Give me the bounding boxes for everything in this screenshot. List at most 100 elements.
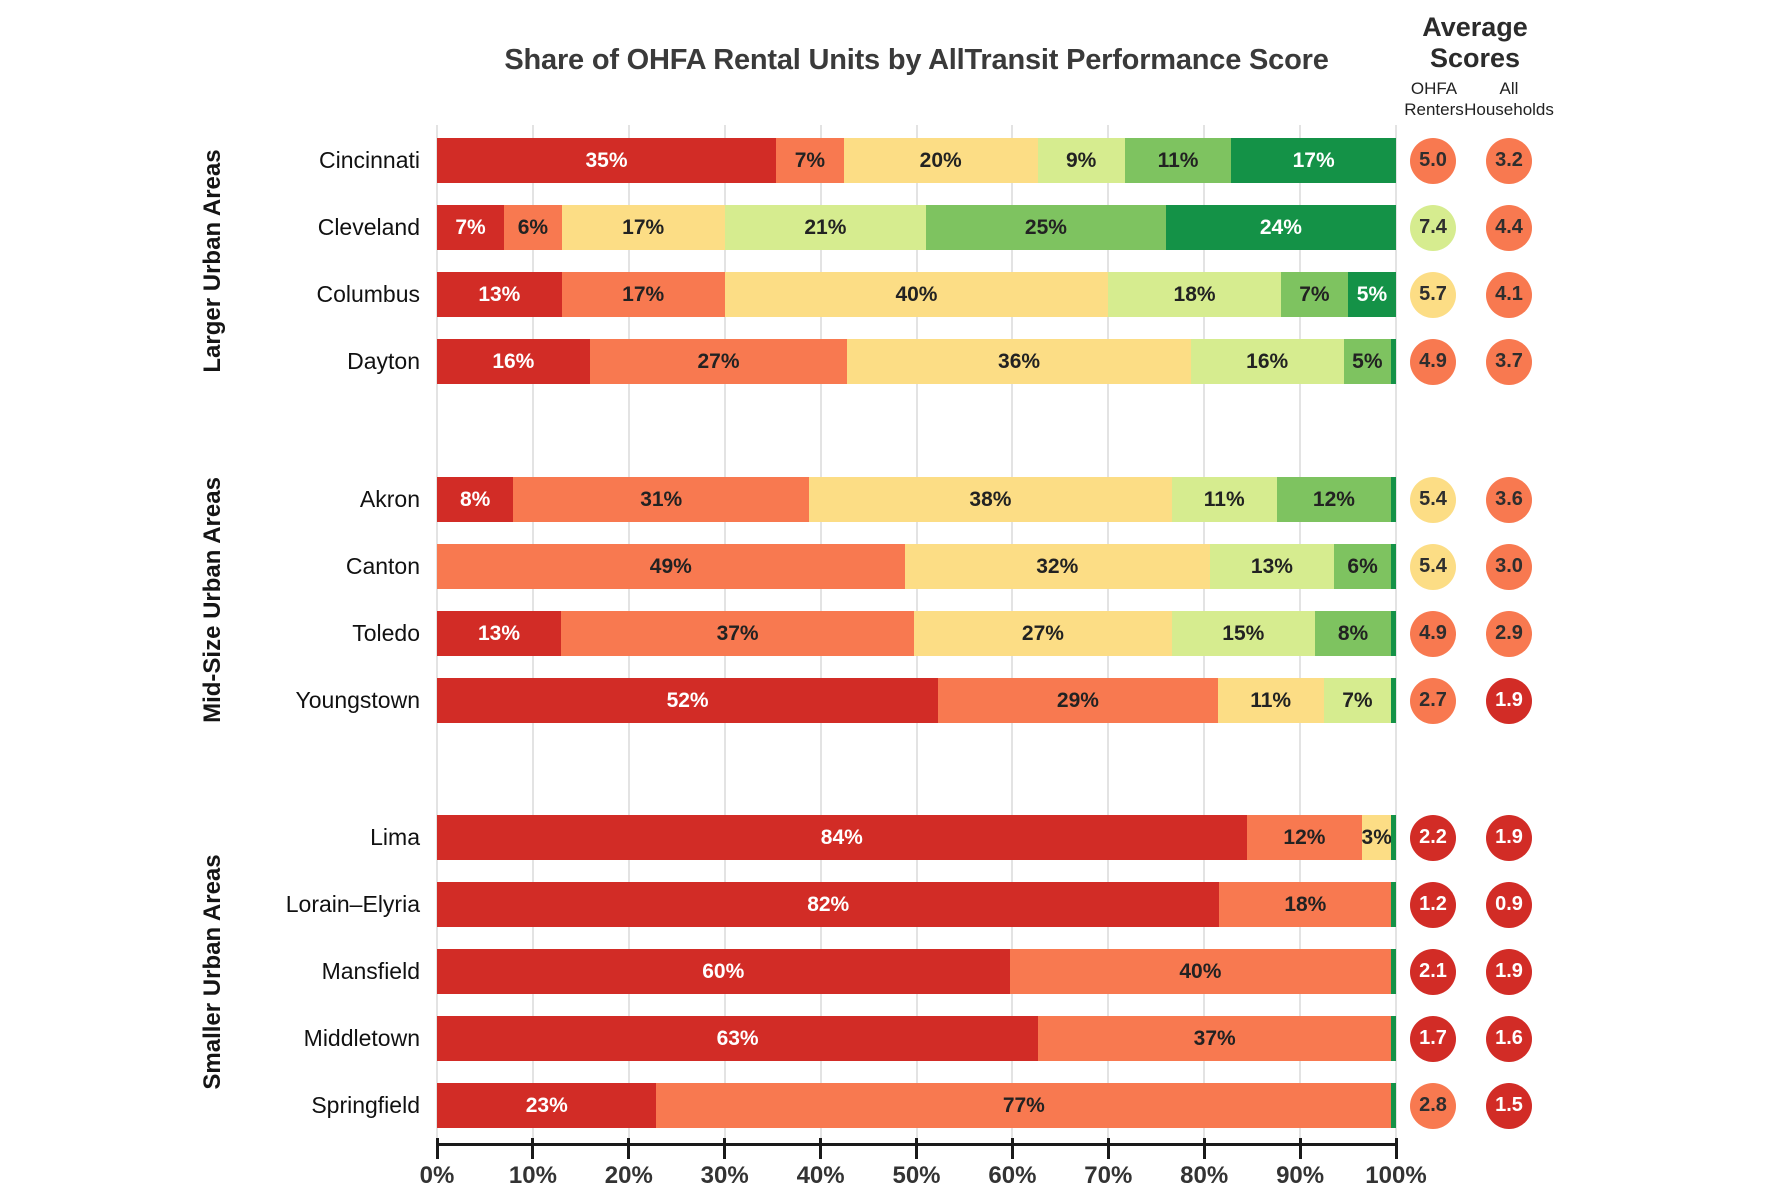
city-label-springfield: Springfield [311, 1092, 420, 1118]
axis-tick-label: 30% [700, 1162, 749, 1189]
bar-segment-orange: 12% [1246, 815, 1363, 860]
city-label-canton: Canton [345, 553, 420, 579]
avg-score-households-cincinnati: 3.2 [1486, 137, 1532, 184]
bar-segment-label: 27% [1021, 621, 1064, 645]
city-label-dayton: Dayton [347, 348, 420, 374]
bar-middletown: 63% 37% [437, 1016, 1396, 1061]
bar-akron: 8% 31% 38% 11% 12% [437, 477, 1396, 522]
bar-segment-yellow: 38% [809, 477, 1172, 522]
bar-segment-label: 8% [1337, 621, 1369, 645]
avg-score-renters-akron: 5.4 [1410, 476, 1456, 523]
bar-segment-label: 16% [492, 349, 535, 373]
bar-segment-label: 84% [820, 825, 863, 849]
bar-segment-label: 63% [716, 1026, 759, 1050]
bar-segment-darkgreen [1391, 678, 1396, 723]
bar-segment-label: 11% [1203, 487, 1245, 511]
bar-segment-orange: 29% [938, 678, 1218, 723]
axis-tick [1202, 1138, 1206, 1159]
axis-tick-label: 40% [796, 1162, 845, 1189]
avg-score-renters-dayton: 4.9 [1410, 338, 1456, 385]
bar-segment-medgreen: 11% [1124, 138, 1232, 183]
bar-segment-orange: 49% [437, 544, 905, 589]
bar-segment-yellow: 11% [1217, 678, 1324, 723]
bar-segment-label: 7% [1342, 688, 1373, 712]
bar-segment-darkgreen [1391, 1083, 1396, 1128]
bar-canton: 49% 32% 13% 6% [437, 544, 1396, 589]
avg-score-households-lima: 1.9 [1486, 814, 1532, 861]
bar-segment-label: 18% [1284, 892, 1327, 916]
avg-score-households-middletown: 1.6 [1486, 1015, 1532, 1062]
axis-tick-label: 0% [419, 1162, 455, 1189]
bar-segment-label: 29% [1056, 688, 1099, 712]
bar-segment-label: 11% [1250, 688, 1292, 712]
bar-segment-label: 40% [895, 282, 938, 306]
avg-score-renters-columbus: 5.7 [1410, 271, 1456, 318]
city-label-cleveland: Cleveland [317, 214, 420, 240]
axis-tick [1010, 1138, 1014, 1159]
axis-tick-label: 50% [892, 1162, 941, 1189]
gridline [1395, 125, 1397, 1143]
bar-segment-label: 36% [998, 349, 1041, 373]
bar-segment-label: 32% [1036, 554, 1079, 578]
bar-segment-label: 17% [622, 282, 665, 306]
city-label-cincinnati: Cincinnati [319, 147, 420, 173]
bar-segment-orange: 7% [776, 138, 844, 183]
bar-segment-label: 17% [1292, 148, 1335, 172]
bar-segment-red: 35% [437, 138, 777, 183]
bar-segment-label: 8% [459, 487, 491, 511]
bar-segment-orange: 37% [561, 611, 915, 656]
bar-segment-lightgreen: 18% [1108, 272, 1281, 317]
bar-segment-lightgreen: 9% [1037, 138, 1125, 183]
bar-segment-lightgreen: 21% [724, 205, 927, 250]
bar-segment-darkgreen [1391, 949, 1396, 994]
bar-segment-lightgreen: 11% [1171, 477, 1277, 522]
bar-youngstown: 52% 29% 11% 7% [437, 678, 1396, 723]
axis-tick [915, 1138, 918, 1159]
bar-lorain-elyria: 82% 18% [437, 882, 1396, 927]
city-label-toledo: Toledo [352, 620, 420, 646]
avg-col-label-ohfa-renters: OHFA Renters [1404, 79, 1464, 120]
bar-segment-orange: 77% [656, 1083, 1392, 1128]
avg-score-households-canton: 3.0 [1486, 543, 1532, 590]
bar-segment-label: 7% [455, 215, 486, 239]
avg-col-label-all-households: All Households [1464, 79, 1554, 120]
bar-segment-yellow: 40% [724, 272, 1109, 317]
city-label-youngstown: Youngstown [295, 687, 420, 713]
avg-score-households-youngstown: 1.9 [1486, 677, 1532, 724]
bar-segment-label: 12% [1312, 487, 1355, 511]
bar-segment-red: 52% [437, 678, 939, 723]
bar-segment-label: 77% [1002, 1093, 1045, 1117]
bar-segment-medgreen: 6% [1333, 544, 1392, 589]
bar-segment-orange: 31% [513, 477, 810, 522]
bar-segment-red: 63% [437, 1016, 1039, 1061]
bar-segment-darkgreen: 5% [1348, 272, 1396, 317]
bar-toledo: 13% 37% 27% 15% 8% [437, 611, 1396, 656]
bar-segment-label: 49% [649, 554, 692, 578]
bar-segment-orange: 37% [1038, 1016, 1392, 1061]
avg-score-renters-mansfield: 2.1 [1410, 948, 1456, 995]
axis-tick [435, 1138, 439, 1159]
bar-segment-label: 15% [1222, 621, 1265, 645]
axis-tick [627, 1138, 631, 1159]
bar-segment-label: 7% [794, 148, 826, 172]
axis-tick-label: 70% [1084, 1162, 1133, 1189]
bar-segment-label: 37% [1193, 1026, 1236, 1050]
axis-tick [723, 1138, 727, 1159]
bar-segment-red: 60% [437, 949, 1010, 994]
avg-score-households-lorain-elyria: 0.9 [1486, 881, 1532, 928]
city-label-columbus: Columbus [316, 281, 420, 307]
bar-segment-label: 52% [666, 688, 709, 712]
bar-segment-orange: 18% [1219, 882, 1392, 927]
bar-segment-label: 17% [622, 215, 665, 239]
bar-segment-label: 35% [585, 148, 628, 172]
chart-title: Share of OHFA Rental Units by AllTransit… [504, 44, 1329, 76]
avg-score-households-dayton: 3.7 [1486, 338, 1532, 385]
bar-segment-darkgreen [1391, 477, 1396, 522]
bar-segment-darkgreen [1391, 339, 1396, 384]
bar-segment-medgreen: 7% [1280, 272, 1348, 317]
bar-segment-yellow: 27% [914, 611, 1172, 656]
bar-segment-lightgreen: 13% [1209, 544, 1334, 589]
avg-score-households-akron: 3.6 [1486, 476, 1532, 523]
bar-segment-yellow: 17% [561, 205, 725, 250]
bar-segment-darkgreen [1391, 815, 1396, 860]
